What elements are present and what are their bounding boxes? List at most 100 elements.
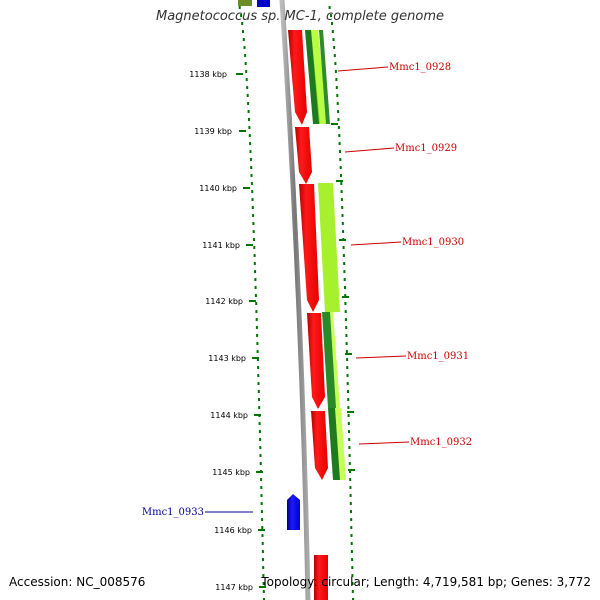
guide-dot — [263, 598, 265, 600]
guide-dot — [260, 510, 263, 513]
feature-block-dark — [322, 312, 336, 408]
guide-dot — [251, 190, 254, 193]
gene-arrow-mmc1-0929 — [295, 127, 312, 184]
guide-dot — [246, 94, 249, 97]
gene-label-mmc1-0931: Mmc1_0931 — [355, 351, 469, 362]
guide-dot — [248, 126, 251, 129]
guide-dot — [331, 22, 333, 25]
leader-line — [355, 355, 407, 359]
guide-dot — [338, 134, 341, 137]
guide-dot — [334, 70, 337, 73]
guide-dot — [336, 94, 339, 97]
guide-dot — [245, 78, 248, 81]
guide-dot — [254, 278, 257, 281]
gene-label-mmc1-0933: Mmc1_0933 — [142, 507, 253, 518]
accession-text: Accession: NC_008576 — [9, 575, 146, 589]
feature-block — [311, 30, 327, 124]
guide-dot — [348, 454, 351, 457]
guide-dot — [345, 342, 348, 345]
guide-dot — [343, 262, 346, 265]
guide-dot — [337, 126, 340, 129]
guide-dot — [257, 374, 260, 377]
gene-label-mmc1-0928: Mmc1_0928 — [337, 62, 451, 73]
guide-dot — [346, 366, 349, 369]
guide-dot — [246, 86, 249, 89]
tick-label: 1146 kbp — [214, 526, 252, 535]
gene-arrow-mmc1-0928 — [288, 30, 307, 125]
gene-label-text: Mmc1_0932 — [410, 437, 472, 448]
guide-dot — [346, 382, 349, 385]
guide-dot — [350, 510, 352, 513]
guide-dot — [339, 150, 341, 153]
guide-dot — [260, 486, 263, 489]
guide-dot — [245, 70, 248, 73]
guide-dot — [350, 518, 353, 521]
guide-dot — [261, 518, 264, 521]
axis-tick-1139: 1139 kbp — [194, 127, 246, 136]
guide-dot — [344, 286, 346, 289]
guide-dot — [244, 54, 247, 57]
guide-dot — [345, 334, 348, 337]
guide-dot — [335, 78, 338, 81]
tick-label: 1145 kbp — [212, 468, 250, 477]
guide-dot — [344, 302, 347, 305]
feature-block — [318, 183, 340, 312]
guide-dot — [345, 350, 348, 353]
guide-dot — [255, 318, 258, 321]
guide-dot — [250, 174, 253, 177]
genome-stats-text: Topology: circular; Length: 4,719,581 bp… — [261, 575, 591, 589]
guide-dot — [347, 390, 349, 393]
guide-dot — [344, 294, 347, 297]
guide-dot — [253, 262, 256, 265]
guide-dot — [244, 62, 247, 65]
guide-dot — [333, 46, 336, 49]
guide-dot — [256, 358, 259, 361]
tick-label: 1139 kbp — [194, 127, 232, 136]
guide-dot — [253, 246, 256, 249]
guide-dot — [337, 118, 340, 121]
guide-dot — [248, 134, 251, 137]
guide-dot — [341, 222, 344, 225]
guide-dot — [332, 38, 335, 41]
gene-label-mmc1-0929: Mmc1_0929 — [344, 143, 457, 154]
outer-ticks — [331, 123, 355, 471]
guide-dot — [333, 54, 336, 57]
guide-dot — [344, 318, 347, 321]
guide-dot — [256, 350, 259, 353]
tick-label: 1141 kbp — [202, 241, 240, 250]
guide-dot — [254, 294, 257, 297]
guide-dot — [348, 430, 350, 433]
guide-dot — [257, 366, 260, 369]
tick-label: 1143 kbp — [208, 354, 246, 363]
guide-dot — [259, 462, 262, 465]
guide-dot — [340, 198, 343, 201]
guide-dot — [247, 102, 250, 105]
guide-dot — [252, 222, 255, 225]
guide-dot — [258, 398, 260, 401]
guide-dot — [349, 502, 352, 505]
guide-dot — [257, 382, 260, 385]
guide-dot — [260, 494, 263, 497]
gene-arrow-mmc1-0931 — [307, 313, 325, 409]
guide-dot — [346, 358, 349, 361]
guide-dot — [346, 374, 349, 377]
guide-dot — [328, 6, 331, 9]
guide-dot — [251, 206, 254, 209]
axis-tick-1146: 1146 kbp — [214, 526, 265, 535]
gene-label-mmc1-0930: Mmc1_0930 — [350, 237, 464, 248]
guide-dot — [351, 574, 354, 577]
guide-dot — [350, 534, 353, 537]
gene-label-text: Mmc1_0933 — [142, 507, 204, 518]
guide-dot — [258, 406, 261, 409]
guide-dot — [352, 598, 354, 600]
leader-line — [337, 66, 389, 72]
guide-dot — [344, 310, 347, 313]
guide-dot — [249, 158, 252, 161]
gene-label-text: Mmc1_0931 — [407, 351, 469, 362]
axis-tick-1147: 1147 kbp — [215, 583, 266, 592]
axis-tick-1143: 1143 kbp — [208, 354, 259, 363]
guide-dot — [340, 190, 343, 193]
leader-line — [358, 441, 410, 445]
guide-dot — [351, 566, 354, 569]
guide-dot — [242, 30, 244, 33]
